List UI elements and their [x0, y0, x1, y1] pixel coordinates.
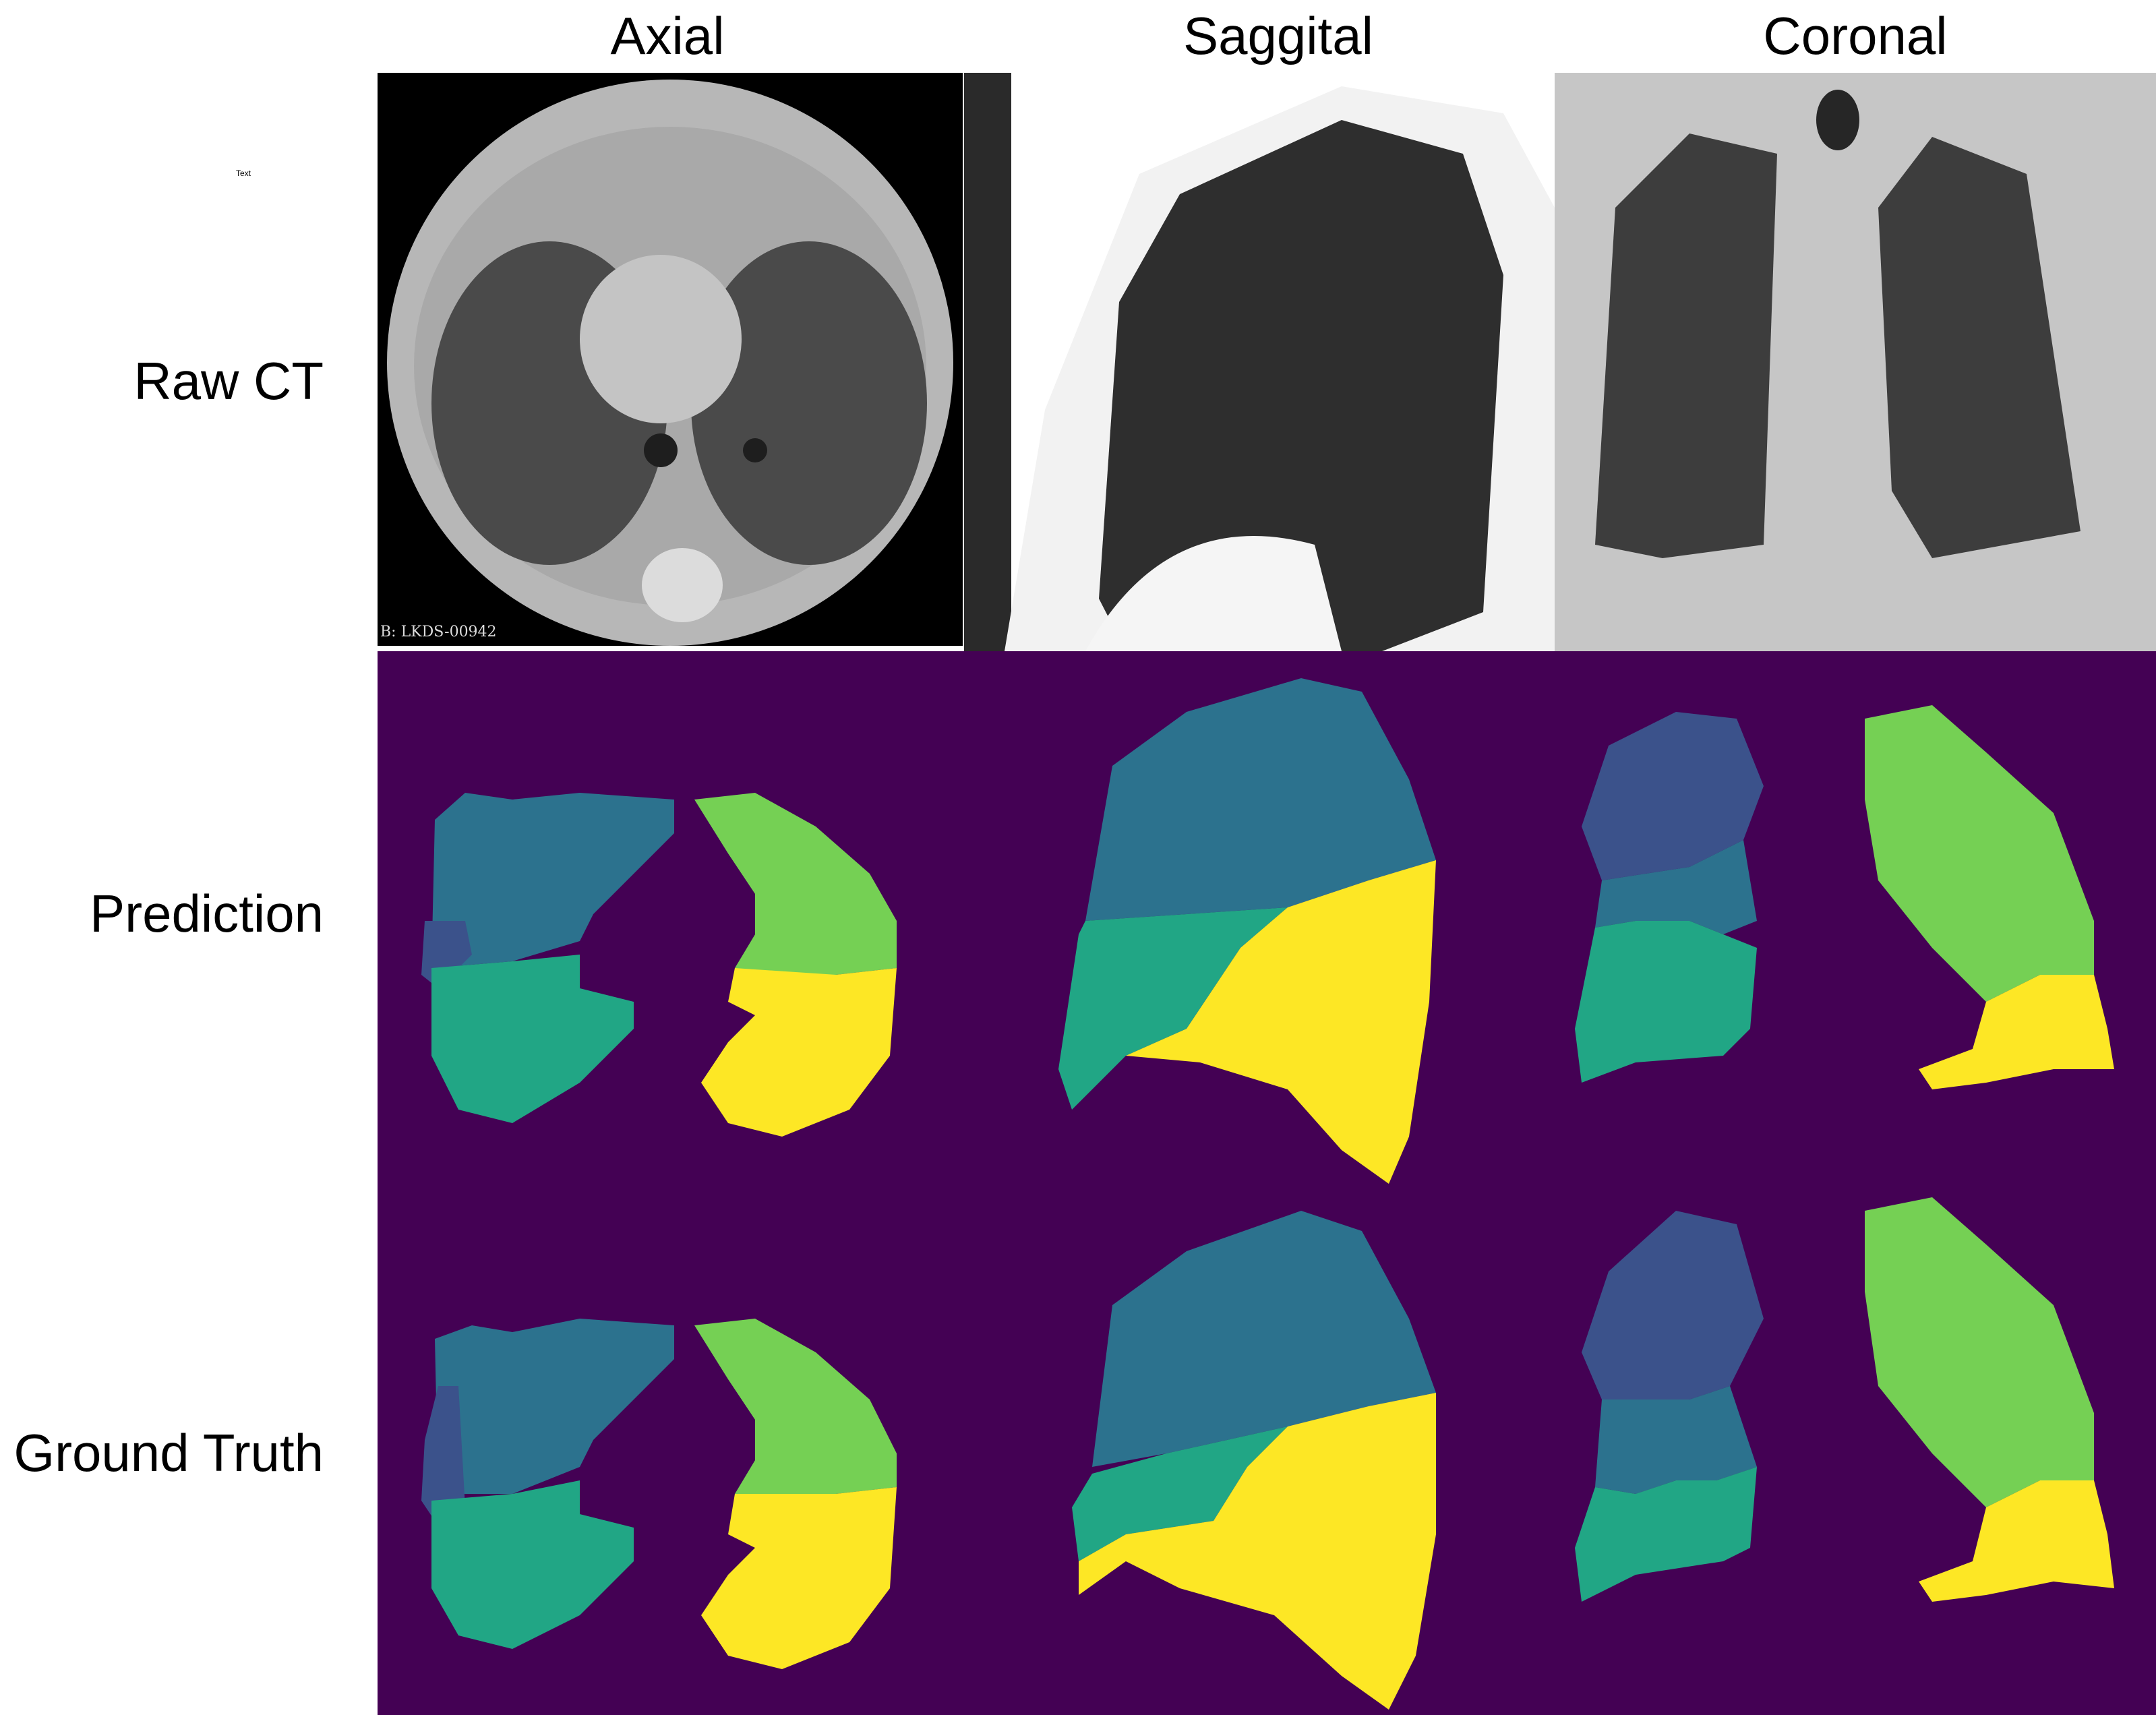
row-label-ground-truth: Ground Truth [13, 1423, 324, 1482]
prediction-sagittal-segmentation [964, 651, 1555, 1184]
stray-text-label: Text [236, 169, 251, 178]
ct-patient-id: B: LKDS-00942 [380, 624, 497, 640]
ct-coronal-image [1555, 73, 2156, 657]
prediction-axial-segmentation [378, 651, 963, 1184]
ground-truth-coronal-segmentation [1555, 1184, 2156, 1715]
ct-sagittal-image [964, 73, 1555, 651]
column-title-sagittal: Saggital [1183, 6, 1373, 65]
column-title-coronal: Coronal [1763, 6, 1948, 65]
column-title-axial: Axial [610, 6, 725, 65]
prediction-coronal-segmentation [1555, 651, 2156, 1184]
ct-axial-image: B: LKDS-00942 [378, 73, 963, 646]
row-label-raw-ct: Raw CT [133, 351, 324, 411]
row-label-prediction: Prediction [90, 884, 324, 943]
ground-truth-sagittal-segmentation [964, 1184, 1555, 1715]
ground-truth-axial-segmentation [378, 1184, 963, 1715]
